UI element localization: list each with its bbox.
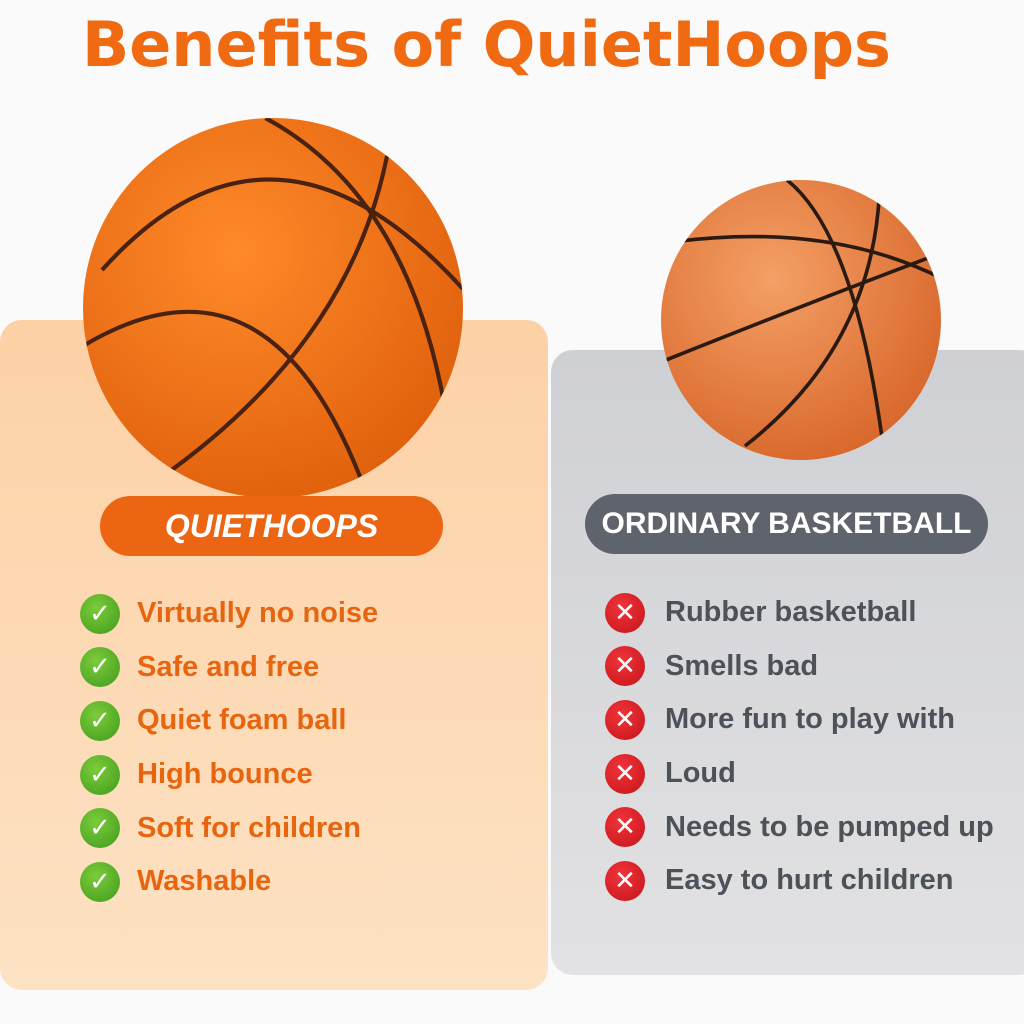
list-item: ✓ Virtually no noise xyxy=(80,587,378,641)
benefit-text: Washable xyxy=(137,865,272,898)
cross-icon: ✕ xyxy=(605,753,645,794)
drawback-text: Easy to hurt children xyxy=(665,864,954,897)
ordinary-basketball-badge: ORDINARY BASKETBALL xyxy=(585,494,988,554)
benefit-text: Soft for children xyxy=(137,811,361,844)
list-item: ✓ Quiet foam ball xyxy=(80,694,378,748)
check-icon: ✓ xyxy=(80,861,120,902)
cross-icon: ✕ xyxy=(605,646,645,687)
cross-icon: ✕ xyxy=(605,807,645,848)
foam-basketball-image xyxy=(83,118,463,498)
drawback-text: More fun to play with xyxy=(665,703,955,736)
check-icon: ✓ xyxy=(80,593,120,634)
check-icon: ✓ xyxy=(80,754,120,795)
list-item: ✕ Loud xyxy=(605,747,994,801)
cross-icon: ✕ xyxy=(605,592,645,633)
benefits-list: ✓ Virtually no noise ✓ Safe and free ✓ Quie… xyxy=(80,587,378,909)
list-item: ✓ High bounce xyxy=(80,748,378,802)
benefit-text: Quiet foam ball xyxy=(137,704,347,737)
list-item: ✕ More fun to play with xyxy=(605,693,994,747)
list-item: ✕ Easy to hurt children xyxy=(605,854,994,908)
drawback-text: Needs to be pumped up xyxy=(665,810,994,843)
check-icon: ✓ xyxy=(80,700,120,741)
page-title: Benefits of QuietHoops xyxy=(82,8,891,81)
check-icon: ✓ xyxy=(80,808,120,849)
drawback-text: Smells bad xyxy=(665,649,819,682)
drawbacks-list: ✕ Rubber basketball ✕ Smells bad ✕ More fun… xyxy=(605,586,994,908)
list-item: ✕ Needs to be pumped up xyxy=(605,800,994,854)
benefit-text: Safe and free xyxy=(137,650,320,683)
rubber-basketball-image xyxy=(661,180,941,460)
drawback-text: Loud xyxy=(665,757,736,790)
cross-icon: ✕ xyxy=(605,699,645,740)
list-item: ✓ Safe and free xyxy=(80,641,378,695)
list-item: ✓ Soft for children xyxy=(80,801,378,855)
check-icon: ✓ xyxy=(80,647,120,688)
benefit-text: High bounce xyxy=(137,758,313,791)
cross-icon: ✕ xyxy=(605,860,645,901)
list-item: ✕ Rubber basketball xyxy=(605,586,994,640)
list-item: ✕ Smells bad xyxy=(605,640,994,694)
list-item: ✓ Washable xyxy=(80,855,378,909)
drawback-text: Rubber basketball xyxy=(665,596,917,629)
quiethoops-badge: QUIETHOOPS xyxy=(100,496,443,556)
benefit-text: Virtually no noise xyxy=(137,597,379,630)
